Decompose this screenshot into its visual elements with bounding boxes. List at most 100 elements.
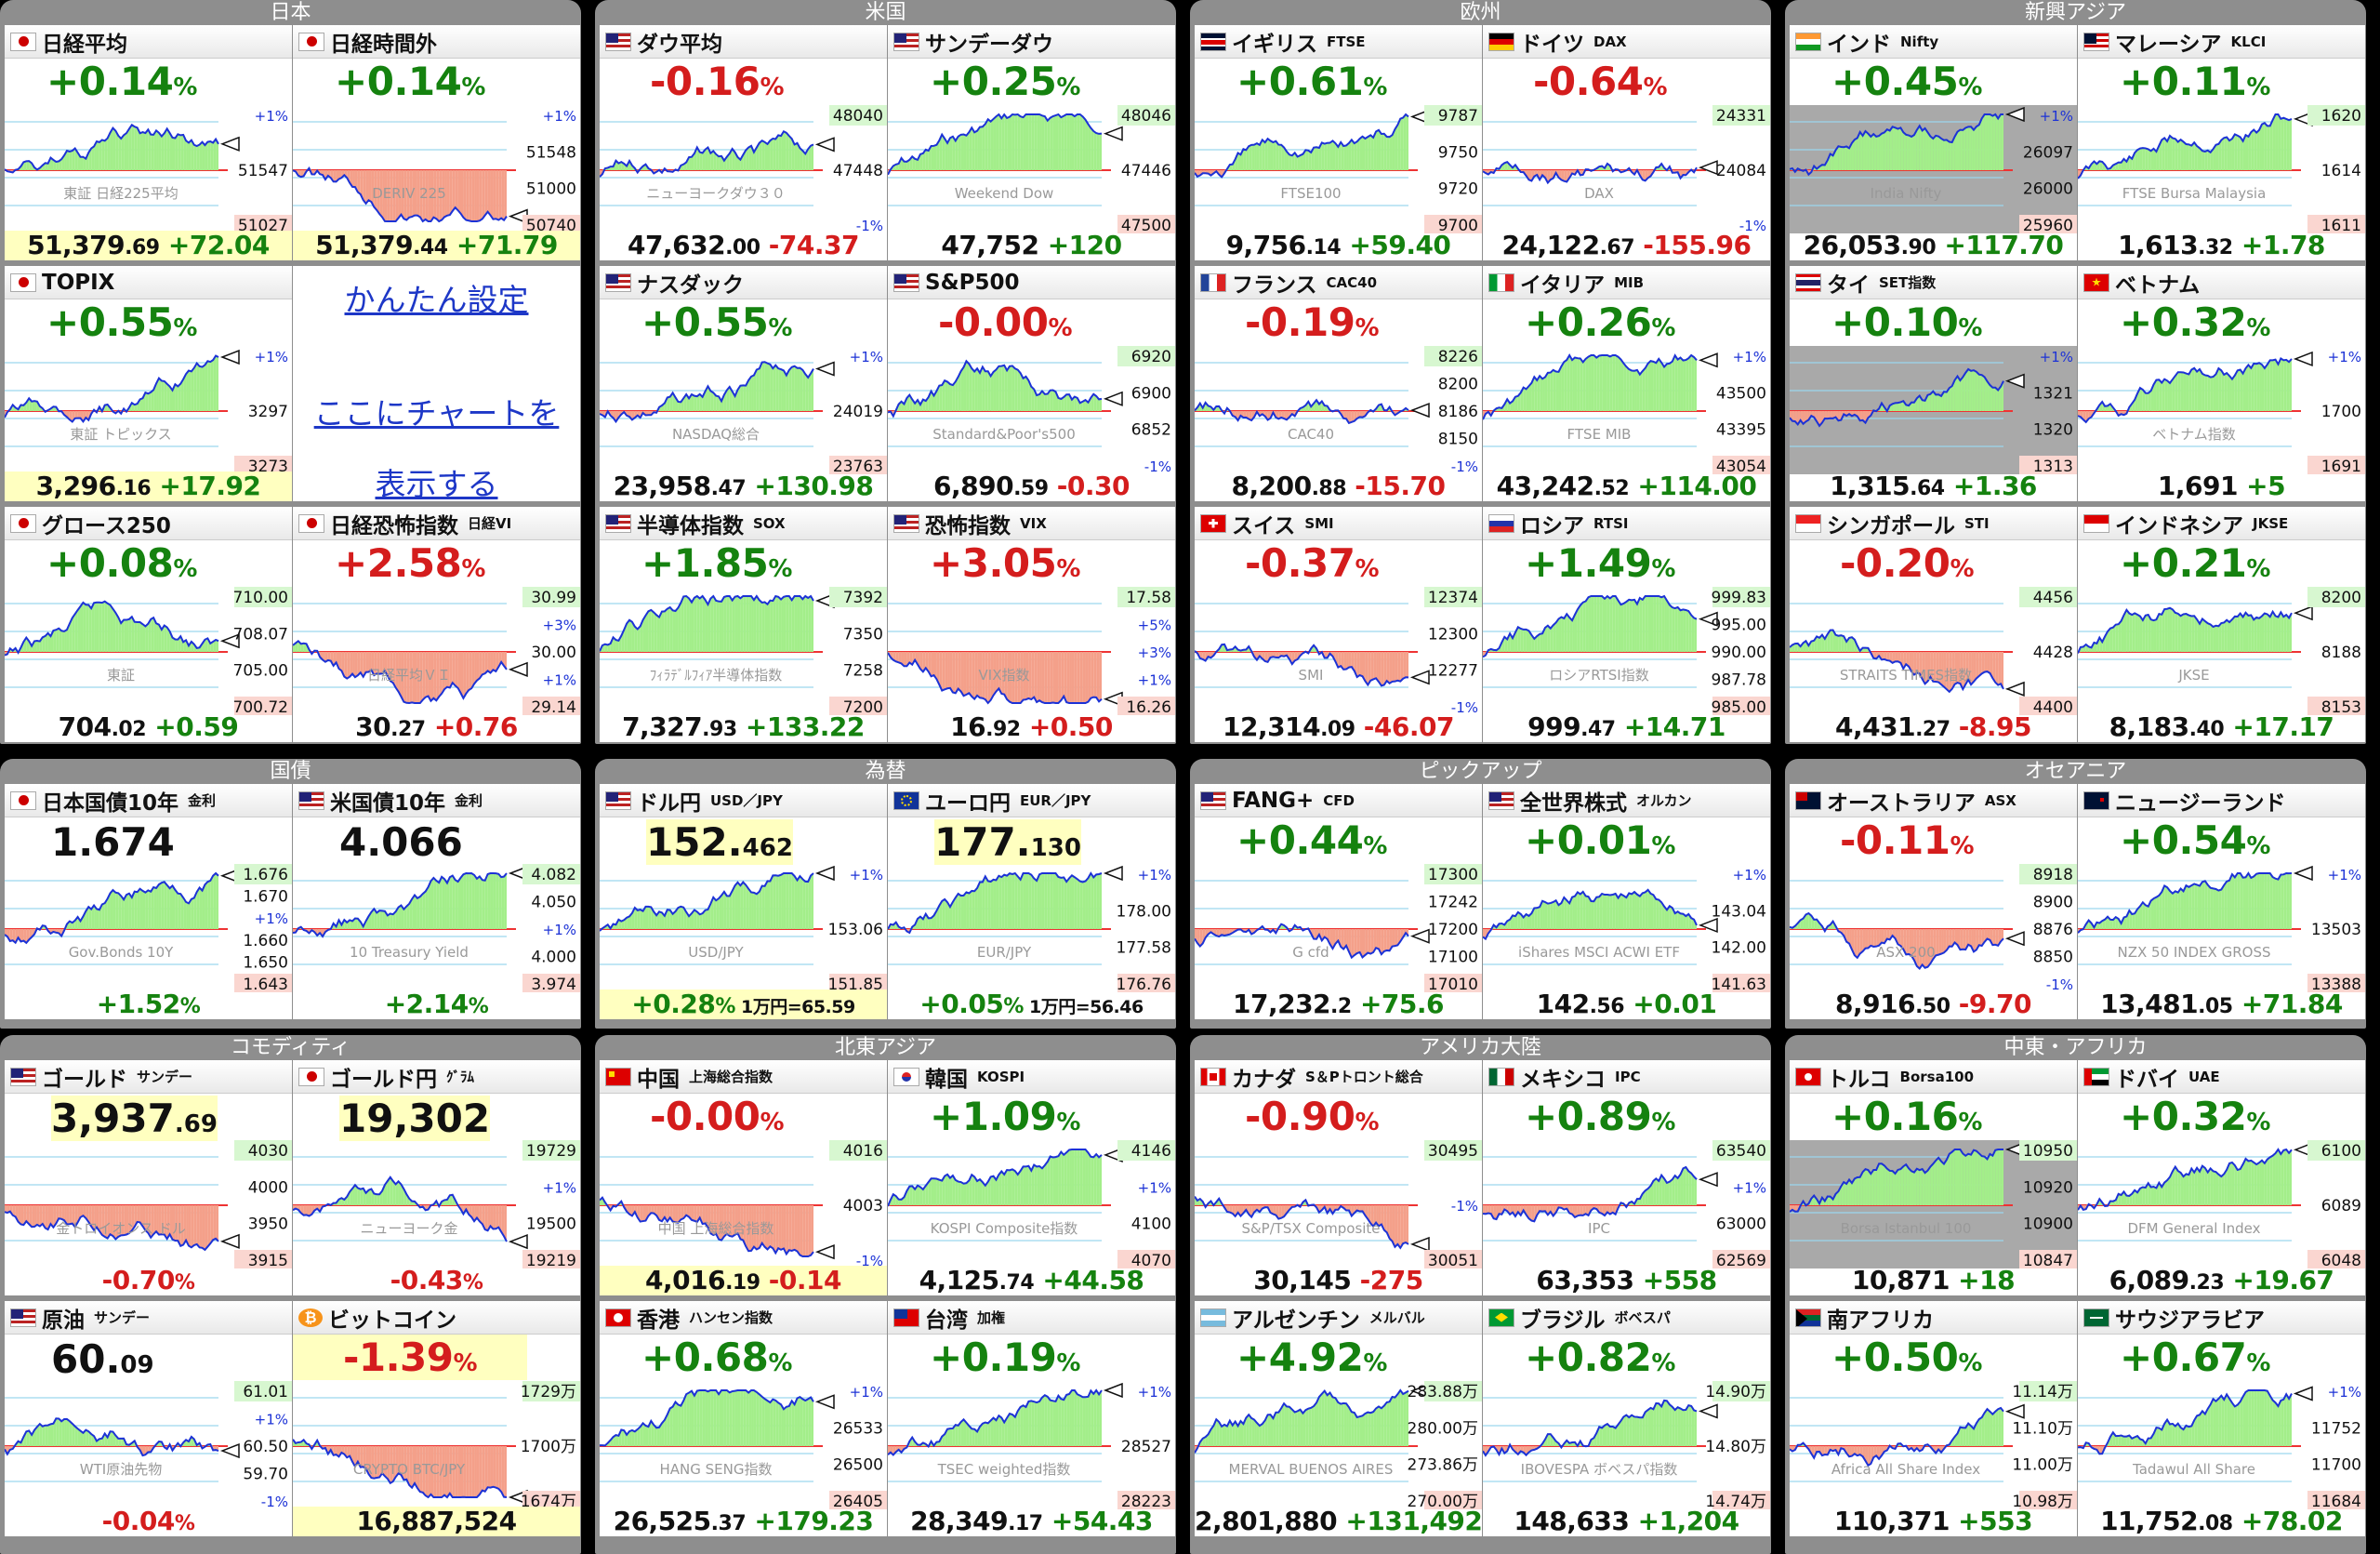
- market-tile[interactable]: フランス CAC40 CAC40 8226 8200 8186 8150 -1% -0.19% 8…: [1195, 266, 1482, 501]
- axis-label: -1%: [856, 1253, 883, 1268]
- market-tile[interactable]: ニュージーランド NZX 50 INDEX GROSS +1% 13503 13388 +…: [2078, 784, 2365, 1019]
- market-tile[interactable]: 日経平均 東証 日経225平均 +1% 51547 51027 +0.14% 51,379.…: [5, 25, 292, 260]
- market-tile[interactable]: サウジアラビア Tadawul All Share +1% 11752 11700 116…: [2078, 1301, 2365, 1536]
- market-tile[interactable]: 全世界株式 オルカン iShares MSCI ACWI ETF +1% 143.04 1…: [1483, 784, 1770, 1019]
- axis-label: 26533: [833, 1419, 883, 1438]
- chart-watermark: KOSPI Composite指数: [931, 1220, 1078, 1237]
- market-tile[interactable]: ゴールド サンデー 金トロイオンス ドル 4030 4000 3950 3915 3,937.…: [5, 1060, 292, 1295]
- axis-label: 6048: [2321, 1252, 2361, 1268]
- tile-header: ナスダック: [600, 266, 887, 299]
- axis-label: 25960: [2023, 217, 2073, 233]
- add-chart-link[interactable]: ここにチャートを: [313, 395, 560, 432]
- axis-label: 4100: [1131, 1215, 1171, 1234]
- axis-label: 708.07: [233, 625, 288, 644]
- market-tile[interactable]: ロシア RTSI ロシアRTSI指数 999.83 995.00 990.00 987.78…: [1483, 507, 1770, 742]
- market-tile[interactable]: シンガポール STI STRAITS TIMES指数 4456 4428 4400 -0.2…: [1790, 507, 2077, 742]
- market-tile[interactable]: ナスダック NASDAQ総合 +1% 24019 23763 +0.55% 23,958.4…: [600, 266, 887, 501]
- market-tile[interactable]: ゴールド円 ｸﾞﾗﾑ ニューヨーク金 19729 +1% 19500 19219 19,302…: [293, 1060, 580, 1295]
- tile-header: ドル円 USD／JPY: [600, 784, 887, 817]
- market-tile[interactable]: ドバイ UAE DFM General Index 6100 6089 6048 +0.32…: [2078, 1060, 2365, 1295]
- axis-label: 8188: [2321, 644, 2361, 662]
- change-percent: +0.54%: [2120, 817, 2270, 863]
- market-name: サンデーダウ: [925, 32, 1053, 57]
- market-tile[interactable]: FANG+ CFD G cfd 17300 17242 17200 17100 17010 +0…: [1195, 784, 1482, 1019]
- axis-label: 8200: [1438, 376, 1478, 394]
- market-tile[interactable]: ブラジル ボベスパ IBOVESPA ボベスパ指数 14.90万 14.80万 14.74…: [1483, 1301, 1770, 1536]
- market-tile[interactable]: 半導体指数 SOX ﾌｨﾗﾃﾞﾙﾌｨｱ半導体指数 7392 7350 7258 7200 +1…: [600, 507, 887, 742]
- market-tile[interactable]: 中国 上海総合指数 中国 上海総合指数 4016 4003 -1% -0.00% 4,016.…: [600, 1060, 887, 1295]
- market-tile[interactable]: トルコ Borsa100 Borsa Istanbul 100 10950 10920 1…: [1790, 1060, 2077, 1295]
- market-tile[interactable]: アルゼンチン メルバル MERVAL BUENOS AIRES 283.88万 280.…: [1195, 1301, 1482, 1536]
- add-chart-link-2[interactable]: 表示する: [375, 466, 498, 502]
- market-tile[interactable]: TOPIX 東証 トピックス +1% 3297 3273 +0.55% 3,296.16 +…: [5, 266, 292, 501]
- price-value: 2,801,880 +131,492: [1195, 1506, 1482, 1536]
- change-percent: -0.20%: [1839, 540, 1975, 586]
- market-tile[interactable]: インドネシア JKSE JKSE 8200 8188 8153 +0.21% 8,183.40…: [2078, 507, 2365, 742]
- chart-watermark: ASX 200: [1876, 944, 1935, 961]
- change-percent: +0.32%: [2120, 1094, 2270, 1139]
- axis-label: 995.00: [1712, 617, 1766, 635]
- market-tile[interactable]: サンデーダウ Weekend Dow 48046 47446 47500 +0.25% 47…: [888, 25, 1175, 260]
- change-percent: +2.14%: [384, 989, 489, 1019]
- market-tile[interactable]: メキシコ IPC IPC 63540 +1% 63000 62569 +0.89% 63,353…: [1483, 1060, 1770, 1295]
- market-name: スイス: [1232, 513, 1296, 538]
- market-tile[interactable]: 韓国 KOSPI KOSPI Composite指数 4146 +1% 4100 4070 +…: [888, 1060, 1175, 1295]
- market-tile[interactable]: グロース250 東証 710.00 708.07 705.00 700.72 +0.08% 7…: [5, 507, 292, 742]
- country-flag-icon: [10, 513, 36, 533]
- market-tile[interactable]: インド Nifty India Nifty +1% 26097 26000 25960 +0.…: [1790, 25, 2077, 260]
- tile-header: ₿ ビットコイン: [293, 1301, 580, 1335]
- axis-label: 4456: [2033, 589, 2073, 607]
- quick-setup-link[interactable]: かんたん設定: [344, 282, 529, 318]
- country-flag-icon: [1488, 790, 1514, 810]
- chart-area: CAC40 8226 8200 8186 8150 -1%: [1195, 346, 1482, 475]
- chart-watermark: ニューヨーク金: [360, 1220, 457, 1237]
- change-percent: +0.89%: [1525, 1094, 1675, 1139]
- axis-label: 12300: [1428, 625, 1478, 644]
- market-tile[interactable]: イタリア MIB FTSE MIB +1% 43500 43395 43054 +0.26% 4…: [1483, 266, 1770, 501]
- market-name: 中国: [637, 1067, 680, 1092]
- market-tile[interactable]: 台湾 加権 TSEC weighted指数 +1% 28527 28223 +0.19% 28…: [888, 1301, 1175, 1536]
- market-tile[interactable]: マレーシア KLCI FTSE Bursa Malaysia 1620 1614 1611…: [2078, 25, 2365, 260]
- price-chart: NZX 50 INDEX GROSS +1% 13503 13388: [2078, 865, 2365, 994]
- market-tile[interactable]: S&P500 Standard&Poor's500 6920 6900 6852 -1% -…: [888, 266, 1175, 501]
- axis-label: 4030: [248, 1142, 288, 1161]
- change-percent: -0.64%: [1532, 59, 1668, 104]
- change-value: +1.78: [2232, 230, 2326, 260]
- market-tile[interactable]: タイ SET指数 +1% 1321 1320 1313 +0.10% 1,315.64 +1.…: [1790, 266, 2077, 501]
- market-name: TOPIX: [42, 270, 115, 295]
- chart-area: Gov.Bonds 10Y 1.676 1.670 +1% 1.660 1.650 1.64…: [5, 864, 292, 994]
- tile-header: サウジアラビア: [2078, 1301, 2365, 1335]
- change-percent: -0.00%: [649, 1094, 785, 1139]
- price-chart: STRAITS TIMES指数 4456 4428 4400: [1790, 587, 2077, 717]
- market-tile[interactable]: カナダ S＆Pトロント総合 S&P/TSX Composite 30495 -1% 300…: [1195, 1060, 1482, 1295]
- axis-label: +1%: [1138, 1179, 1171, 1196]
- market-tile[interactable]: 米国債10年 金利 10 Treasury Yield 4.082 4.050 +1% 4.…: [293, 784, 580, 1019]
- market-tile[interactable]: 南アフリカ Africa All Share Index 11.14万 11.10万 1…: [1790, 1301, 2077, 1536]
- market-tile[interactable]: イギリス FTSE FTSE100 9787 9750 9720 9700 +0.61% 9,7…: [1195, 25, 1482, 260]
- market-tile[interactable]: 日本国債10年 金利 Gov.Bonds 10Y 1.676 1.670 +1% 1.660…: [5, 784, 292, 1019]
- market-tile[interactable]: 日経時間外 DERIV 225 +1% 51548 51000 50740 +0.14% 51…: [293, 25, 580, 260]
- market-tile[interactable]: ダウ平均 ニューヨークダウ３０ 48040 47448 -1% -0.16% 47,632.…: [600, 25, 887, 260]
- axis-label: 19219: [526, 1252, 576, 1268]
- price-chart: KOSPI Composite指数 4146 +1% 4100 4070: [888, 1140, 1175, 1270]
- market-tile[interactable]: 日経恐怖指数 日経VI 日経平均ＶＩ 30.99 +3% 30.00 +1% 29.14 +2.…: [293, 507, 580, 742]
- axis-label: 30051: [1428, 1252, 1478, 1268]
- country-flag-icon: [605, 790, 631, 810]
- market-tile[interactable]: ドル円 USD／JPY USD/JPY +1% 153.06 151.85 152.462 +…: [600, 784, 887, 1019]
- chart-watermark: ロシアRTSI指数: [1549, 667, 1648, 684]
- market-tile[interactable]: 香港 ハンセン指数 HANG SENG指数 +1% 26533 26500 26405 +0.…: [600, 1301, 887, 1536]
- market-tile[interactable]: ₿ ビットコイン CRYPTO BTC/JPY 1729万 1700万 1674万 -1.3…: [293, 1301, 580, 1536]
- market-tile[interactable]: オーストラリア ASX ASX 200 8918 8900 8876 8850 -1% -0.1…: [1790, 784, 2077, 1019]
- market-tile[interactable]: スイス SMI SMI 12374 12300 12277 -1% -0.37% 12,314.…: [1195, 507, 1482, 742]
- market-tile[interactable]: ユーロ円 EUR／JPY EUR/JPY +1% 178.00 177.58 176.76 1…: [888, 784, 1175, 1019]
- market-tile[interactable]: ベトナム ベトナム指数 +1% 1700 1691 +0.32% 1,691 +5: [2078, 266, 2365, 501]
- axis-label: 999.83: [1712, 589, 1766, 607]
- change-percent: +0.26%: [1525, 299, 1675, 345]
- change-value: -155.96: [1634, 230, 1752, 260]
- axis-label: 270.00万: [1408, 1493, 1478, 1509]
- market-tile[interactable]: 恐怖指数 VIX VIX指数 17.58 +5% +3% +1% 16.26 +3.05% 16.…: [888, 507, 1175, 742]
- axis-label: 51547: [238, 162, 288, 180]
- market-tile[interactable]: 原油 サンデー WTI原油先物 61.01 +1% 60.50 59.70 -1% 60.09 -…: [5, 1301, 292, 1536]
- price-chart: DAX 24331 24084 -1%: [1483, 105, 1770, 234]
- market-tile[interactable]: ドイツ DAX DAX 24331 24084 -1% -0.64% 24,122.67 -1…: [1483, 25, 1770, 260]
